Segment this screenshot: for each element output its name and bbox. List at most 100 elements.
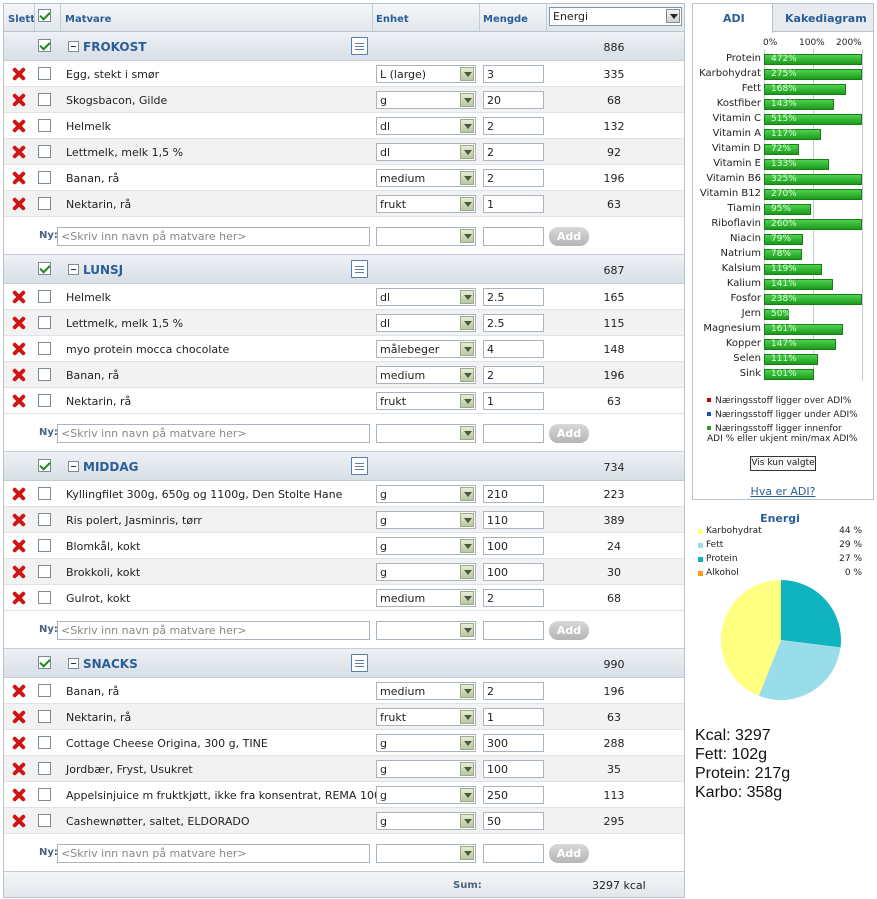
add-button[interactable]: Add — [549, 844, 589, 863]
unit-select[interactable]: dl — [376, 117, 476, 135]
unit-select[interactable]: g — [376, 511, 476, 529]
section-checkbox[interactable] — [38, 656, 51, 669]
row-checkbox[interactable] — [38, 171, 51, 184]
unit-select[interactable]: dl — [376, 314, 476, 332]
show-selected-button[interactable]: Vis kun valgte — [750, 456, 816, 471]
row-checkbox[interactable] — [38, 67, 51, 80]
row-checkbox[interactable] — [38, 119, 51, 132]
collapse-icon[interactable] — [68, 264, 79, 275]
delete-icon[interactable] — [12, 762, 26, 776]
document-icon[interactable] — [351, 37, 368, 55]
quantity-input[interactable]: 4 — [483, 340, 544, 358]
delete-icon[interactable] — [12, 342, 26, 356]
new-quantity-input[interactable] — [483, 844, 544, 863]
delete-icon[interactable] — [12, 788, 26, 802]
quantity-input[interactable]: 50 — [483, 812, 544, 830]
section-checkbox[interactable] — [38, 459, 51, 472]
unit-select[interactable]: g — [376, 786, 476, 804]
unit-select[interactable]: medium — [376, 589, 476, 607]
delete-icon[interactable] — [12, 539, 26, 553]
quantity-input[interactable]: 2 — [483, 117, 544, 135]
quantity-input[interactable]: 1 — [483, 708, 544, 726]
row-checkbox[interactable] — [38, 487, 51, 500]
delete-icon[interactable] — [12, 93, 26, 107]
tab-adi[interactable]: ADI — [693, 4, 773, 33]
add-button[interactable]: Add — [549, 227, 589, 246]
unit-select[interactable]: målebeger — [376, 340, 476, 358]
add-button[interactable]: Add — [549, 424, 589, 443]
row-checkbox[interactable] — [38, 762, 51, 775]
quantity-input[interactable]: 2 — [483, 589, 544, 607]
delete-icon[interactable] — [12, 316, 26, 330]
quantity-input[interactable]: 2.5 — [483, 288, 544, 306]
unit-select[interactable]: g — [376, 812, 476, 830]
delete-icon[interactable] — [12, 394, 26, 408]
delete-icon[interactable] — [12, 67, 26, 81]
row-checkbox[interactable] — [38, 394, 51, 407]
new-food-input[interactable]: <Skriv inn navn på matvare her> — [57, 424, 370, 443]
new-unit-select[interactable] — [376, 844, 476, 863]
new-quantity-input[interactable] — [483, 227, 544, 246]
collapse-icon[interactable] — [68, 658, 79, 669]
unit-select[interactable]: frukt — [376, 392, 476, 410]
quantity-input[interactable]: 2 — [483, 169, 544, 187]
quantity-input[interactable]: 1 — [483, 195, 544, 213]
tab-kakediagram[interactable]: Kakediagram — [785, 12, 867, 25]
delete-icon[interactable] — [12, 565, 26, 579]
quantity-input[interactable]: 2 — [483, 366, 544, 384]
unit-select[interactable]: medium — [376, 169, 476, 187]
row-checkbox[interactable] — [38, 736, 51, 749]
row-checkbox[interactable] — [38, 788, 51, 801]
new-quantity-input[interactable] — [483, 424, 544, 443]
quantity-input[interactable]: 20 — [483, 91, 544, 109]
unit-select[interactable]: dl — [376, 288, 476, 306]
quantity-input[interactable]: 110 — [483, 511, 544, 529]
new-food-input[interactable]: <Skriv inn navn på matvare her> — [57, 844, 370, 863]
quantity-input[interactable]: 210 — [483, 485, 544, 503]
row-checkbox[interactable] — [38, 710, 51, 723]
collapse-icon[interactable] — [68, 41, 79, 52]
quantity-input[interactable]: 2 — [483, 143, 544, 161]
delete-icon[interactable] — [12, 197, 26, 211]
delete-icon[interactable] — [12, 171, 26, 185]
select-all-checkbox[interactable] — [38, 9, 51, 22]
unit-select[interactable]: frukt — [376, 195, 476, 213]
delete-icon[interactable] — [12, 591, 26, 605]
quantity-input[interactable]: 100 — [483, 537, 544, 555]
delete-icon[interactable] — [12, 513, 26, 527]
unit-select[interactable]: g — [376, 485, 476, 503]
row-checkbox[interactable] — [38, 591, 51, 604]
unit-select[interactable]: medium — [376, 366, 476, 384]
row-checkbox[interactable] — [38, 342, 51, 355]
delete-icon[interactable] — [12, 736, 26, 750]
row-checkbox[interactable] — [38, 368, 51, 381]
new-food-input[interactable]: <Skriv inn navn på matvare her> — [57, 227, 370, 246]
row-checkbox[interactable] — [38, 93, 51, 106]
document-icon[interactable] — [351, 654, 368, 672]
add-button[interactable]: Add — [549, 621, 589, 640]
quantity-input[interactable]: 300 — [483, 734, 544, 752]
quantity-input[interactable]: 1 — [483, 392, 544, 410]
new-unit-select[interactable] — [376, 621, 476, 640]
document-icon[interactable] — [351, 457, 368, 475]
new-food-input[interactable]: <Skriv inn navn på matvare her> — [57, 621, 370, 640]
row-checkbox[interactable] — [38, 145, 51, 158]
unit-select[interactable]: g — [376, 760, 476, 778]
new-unit-select[interactable] — [376, 424, 476, 443]
row-checkbox[interactable] — [38, 684, 51, 697]
new-quantity-input[interactable] — [483, 621, 544, 640]
delete-icon[interactable] — [12, 814, 26, 828]
quantity-input[interactable]: 3 — [483, 65, 544, 83]
delete-icon[interactable] — [12, 487, 26, 501]
row-checkbox[interactable] — [38, 316, 51, 329]
delete-icon[interactable] — [12, 145, 26, 159]
unit-select[interactable]: g — [376, 734, 476, 752]
row-checkbox[interactable] — [38, 290, 51, 303]
row-checkbox[interactable] — [38, 539, 51, 552]
row-checkbox[interactable] — [38, 197, 51, 210]
section-checkbox[interactable] — [38, 39, 51, 52]
unit-select[interactable]: dl — [376, 143, 476, 161]
unit-select[interactable]: frukt — [376, 708, 476, 726]
delete-icon[interactable] — [12, 684, 26, 698]
delete-icon[interactable] — [12, 290, 26, 304]
